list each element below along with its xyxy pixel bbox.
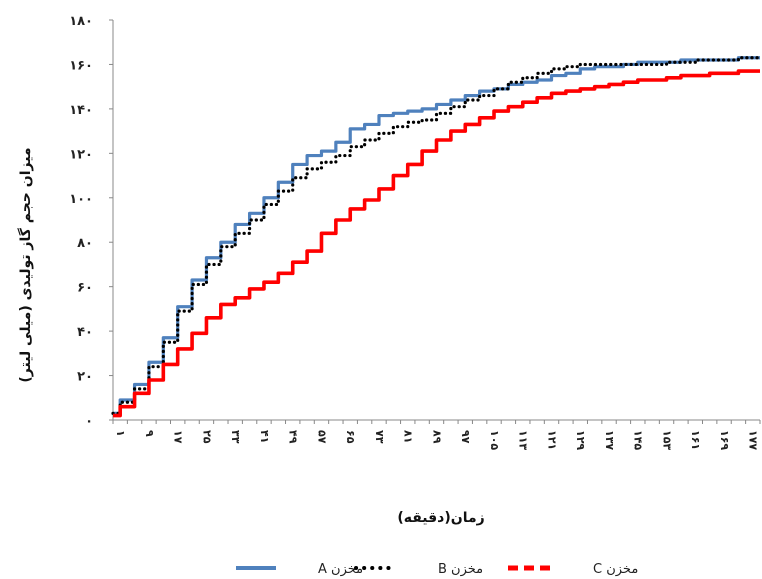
y-tick-label: ۶۰: [77, 281, 93, 296]
y-axis-title: میزان حجم گاز تولیدی (میلی لیتر): [17, 147, 34, 382]
y-tick-label: ۱۶۰: [69, 58, 93, 73]
x-tick-label: ۱: [114, 430, 127, 437]
x-tick-label: ۱۴۵: [632, 430, 645, 450]
x-tick-label: ۱۵۳: [660, 430, 673, 450]
x-tick-label: ۴۱: [258, 430, 271, 443]
x-tick-label: ۱۰۵: [488, 430, 501, 450]
x-tick-label: ۱۶۹: [718, 430, 731, 450]
series-layer: [111, 56, 762, 418]
x-tick-label: ۱۷: [172, 430, 185, 444]
x-tick-label: ۱۲۹: [574, 430, 587, 450]
series-line-c: [113, 69, 760, 418]
legend-label-c: مخزن C: [593, 562, 638, 577]
series-line-b: [111, 56, 762, 415]
legend-label-a: مخزن A: [318, 562, 363, 577]
x-tick-label: ۳۳: [229, 430, 242, 444]
x-ticks: ۱ ۹ ۱۷ ۲۵ ۳۳ ۴۱ ۴۹ ۵۷ ۶۵ ۷۳ ۸۱ ۸۹ ۹۷ ۱۰۵ ۱۱۳ ۱۲۱ ۱۲۹ ۱۳۷ ۱…: [112, 420, 761, 450]
legend: مخزن A مخزن B مخزن C: [236, 562, 638, 577]
y-tick-label: ۸۰: [77, 236, 93, 251]
x-tick-label: ۷۳: [373, 430, 386, 444]
x-tick-label: ۹۷: [459, 430, 472, 444]
x-tick-label: ۴۹: [287, 430, 300, 444]
axes: [112, 20, 760, 421]
x-tick-label: ۶۵: [344, 430, 357, 444]
x-tick-label: ۸۱: [402, 430, 415, 443]
x-tick-label: ۱۲۱: [545, 430, 558, 450]
x-tick-label: ۱۱۳: [517, 430, 530, 450]
series-line-a: [113, 56, 760, 415]
x-axis-title: زمان(دقیقه): [397, 510, 484, 526]
x-tick-label: ۸۹: [430, 430, 443, 444]
y-tick-label: ۱۸۰: [69, 14, 93, 29]
y-tick-label: ۱۰۰: [69, 192, 93, 207]
y-ticks: ۰ ۲۰ ۴۰ ۶۰ ۸۰ ۱۰۰ ۱۲۰ ۱۴۰ ۱۶۰ ۱۸۰: [69, 14, 113, 429]
y-tick-label: ۱۲۰: [69, 147, 93, 162]
x-tick-label: ۹: [143, 430, 156, 437]
y-tick-label: ۱۴۰: [69, 103, 93, 118]
y-tick-label: ۰: [85, 414, 93, 429]
x-tick-label: ۱۳۷: [603, 430, 616, 450]
legend-label-b: مخزن B: [438, 562, 483, 577]
y-tick-label: ۲۰: [77, 370, 93, 385]
x-tick-label: ۱۶۱: [689, 430, 702, 450]
x-tick-label: ۵۷: [315, 430, 328, 444]
x-tick-label: ۱۷۷: [747, 430, 760, 450]
x-tick-label: ۲۵: [200, 430, 213, 444]
y-tick-label: ۴۰: [77, 325, 93, 340]
